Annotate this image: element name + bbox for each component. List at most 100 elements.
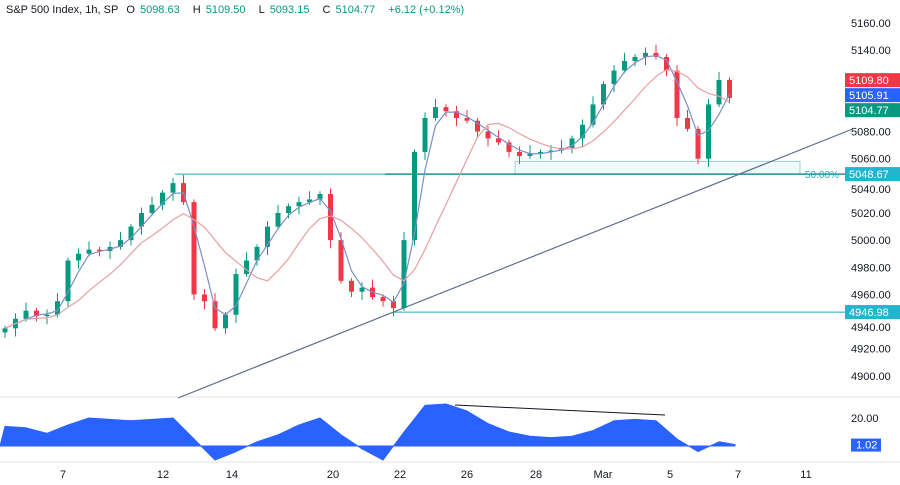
candle-body [97, 249, 102, 251]
candle-body [580, 124, 585, 139]
candle-body [328, 193, 333, 241]
candle-body [254, 246, 260, 261]
close-label: C [322, 4, 331, 16]
price-badge [845, 103, 900, 118]
candle-body [296, 202, 302, 207]
open-value: 5098.63 [139, 4, 180, 16]
price-tick-label: 5160.00 [851, 18, 891, 30]
price-badge-label: 5048.67 [849, 169, 889, 181]
fib-50-label: 50.00% [805, 170, 839, 181]
candle-body [86, 249, 92, 254]
candle-body [307, 199, 312, 203]
candle-body [464, 117, 470, 121]
price-badge-label: 5109.80 [849, 75, 889, 87]
price-tick-label: 4920.00 [851, 344, 891, 356]
price-tick-label: 5000.00 [851, 235, 891, 247]
candle-body [653, 52, 659, 57]
candle-body [706, 104, 711, 159]
time-tick-label: 14 [226, 469, 238, 481]
close-value: 5104.77 [335, 4, 376, 16]
time-tick-label: Mar [594, 469, 613, 481]
time-tick-label: 7 [60, 469, 66, 481]
candle-body [412, 151, 417, 241]
oscillator-badge [851, 438, 881, 452]
candle-body [202, 294, 207, 302]
candle-body [44, 314, 50, 317]
candle-body [590, 104, 596, 125]
high-value: 5109.50 [205, 4, 246, 16]
time-tick-label: 28 [530, 469, 542, 481]
candle-body [695, 128, 701, 159]
candle-body [443, 107, 449, 112]
candle-body [359, 287, 365, 292]
time-tick-label: 11 [800, 469, 811, 481]
candle-body [401, 240, 407, 308]
slow-moving-average [4, 69, 730, 329]
low-label: L [258, 4, 265, 16]
candle-body [506, 142, 512, 152]
change-value: +6.12 (+0.12%) [388, 4, 465, 16]
candle-body [496, 138, 501, 143]
candle-body [338, 240, 344, 281]
price-tick-label: 5020.00 [851, 208, 891, 220]
candle-body [286, 206, 291, 213]
candle-body [265, 226, 270, 247]
price-tick-label: 4900.00 [851, 371, 891, 383]
candle-body [128, 226, 134, 241]
price-tick-label: 4940.00 [851, 322, 891, 334]
price-badge-label: 5105.91 [849, 90, 889, 102]
price-tick-label: 4960.00 [851, 289, 891, 301]
price-tick-label: 5140.00 [851, 45, 891, 57]
candle-body [517, 151, 522, 156]
candle-body [76, 253, 81, 261]
low-value: 5093.15 [269, 4, 310, 16]
symbol-title: S&P 500 Index, 1h, SP [6, 4, 119, 16]
candle-body [317, 193, 323, 200]
chart-header: S&P 500 Index, 1h, SP O 5098.63 H 5109.50 … [6, 4, 469, 16]
candle-body [349, 280, 354, 292]
candle-body [538, 151, 543, 154]
candle-body [149, 204, 155, 213]
candle-body [65, 260, 71, 302]
price-tick-label: 4980.00 [851, 262, 891, 274]
price-badge [845, 88, 900, 103]
candle-body [380, 297, 386, 302]
oscillator-badge-label: 1.02 [856, 440, 877, 452]
candle-body [212, 301, 218, 329]
price-badge-label: 4946.98 [849, 307, 889, 319]
candle-body [527, 153, 533, 156]
candle-body [23, 310, 29, 319]
time-tick-label: 7 [735, 469, 741, 481]
support-zone [514, 160, 801, 175]
candle-body [632, 56, 638, 61]
candle-body [569, 138, 575, 148]
fast-moving-average [4, 54, 731, 329]
candle-body [2, 328, 8, 333]
candle-body [611, 70, 617, 85]
candle-body [422, 117, 428, 152]
open-label: O [126, 4, 135, 16]
candle-body [475, 120, 480, 132]
candle-body [716, 79, 722, 105]
candle-body [485, 131, 491, 139]
price-badge [845, 73, 900, 88]
high-label: H [192, 4, 201, 16]
candle-body [664, 56, 669, 71]
time-tick-label: 22 [394, 469, 406, 481]
price-badge [845, 167, 900, 182]
candle-body [674, 70, 680, 118]
candle-body [454, 111, 459, 118]
candle-body [170, 183, 176, 193]
price-tick-label: 5080.00 [851, 127, 891, 139]
oscillator-area [0, 403, 736, 461]
time-tick-label: 20 [327, 469, 339, 481]
price-badge [845, 305, 900, 320]
price-tick-label: 5040.00 [851, 184, 891, 196]
candle-body [643, 52, 648, 57]
candle-body [548, 150, 554, 152]
candle-body [622, 60, 627, 71]
divergence-line [454, 404, 666, 416]
candle-body [685, 117, 690, 129]
oscillator-tick-label: 20.00 [851, 413, 879, 425]
